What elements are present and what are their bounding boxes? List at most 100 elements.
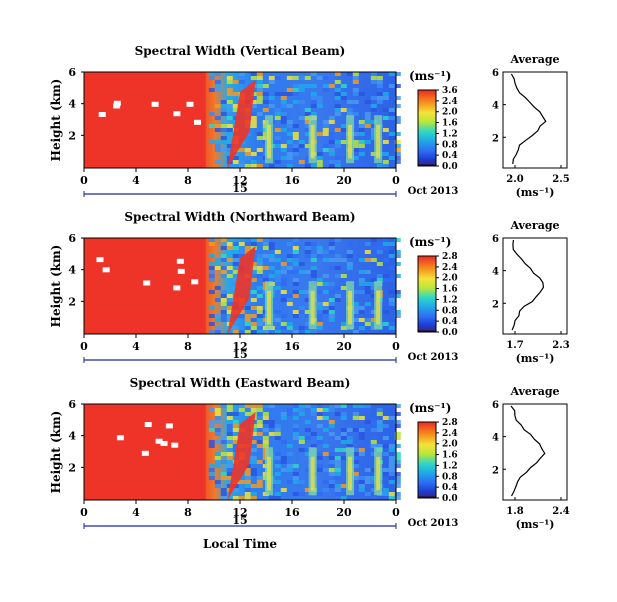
heatmap-cell (256, 476, 263, 480)
heatmap-cell (256, 306, 263, 310)
heatmap-cell (208, 72, 215, 76)
heatmap-cell (274, 112, 281, 116)
heatmap-cell (220, 404, 227, 408)
heatmap-cell (244, 164, 251, 168)
average-profile-line (510, 405, 546, 497)
heatmap-cell (244, 306, 251, 310)
heatmap-cell (208, 424, 215, 428)
heatmap-cell (298, 290, 305, 294)
heatmap-cell (274, 92, 281, 96)
heatmap-cell (226, 258, 233, 262)
heatmap-cell (340, 432, 347, 436)
heatmap-cell (340, 496, 347, 500)
heatmap-cell (208, 242, 215, 246)
heatmap-streak (348, 456, 353, 491)
heatmap-cell (334, 104, 341, 108)
heatmap-cell (208, 428, 215, 432)
heatmap-cell (292, 314, 299, 318)
heatmap-cell (292, 282, 299, 286)
heatmap-cell (364, 290, 371, 294)
heatmap-cell (256, 270, 263, 274)
heatmap-cell (388, 448, 395, 452)
heatmap-cell (358, 488, 365, 492)
heatmap-cell (328, 404, 335, 408)
heatmap-cell (370, 136, 377, 140)
heatmap-cell (280, 416, 287, 420)
heatmap-cell (292, 472, 299, 476)
heatmap-cell (286, 156, 293, 160)
heatmap-gap (144, 422, 152, 428)
heatmap-cell (256, 84, 263, 88)
heatmap-cell (274, 480, 281, 484)
heatmap-cell (226, 452, 233, 456)
heatmap-cell (238, 310, 245, 314)
colorbar-tick-label: 2.8 (442, 252, 458, 262)
heatmap-cell (352, 100, 359, 104)
x-tick-label: 16 (284, 340, 300, 353)
x-tick-label: 4 (132, 506, 140, 519)
heatmap-cell (376, 278, 383, 282)
heatmap-cell (250, 242, 257, 246)
x-tick-label: 20 (336, 506, 352, 519)
average-profile-line (510, 73, 547, 165)
heatmap-cell (220, 290, 227, 294)
heatmap-cell (394, 472, 401, 476)
x-tick-label: 0 (392, 506, 400, 519)
heatmap-cell (292, 432, 299, 436)
heatmap-cell (328, 408, 335, 412)
heatmap-cell (232, 242, 239, 246)
heatmap-cell (394, 310, 401, 314)
heatmap-gap (141, 450, 149, 456)
heatmap-cell (274, 160, 281, 164)
heatmap-cell (256, 420, 263, 424)
heatmap-cell (238, 480, 245, 484)
heatmap-cell (328, 452, 335, 456)
heatmap-cell (334, 436, 341, 440)
heatmap-cell (334, 294, 341, 298)
heatmap-cell (226, 80, 233, 84)
heatmap-cell (370, 326, 377, 330)
heatmap-cell (328, 468, 335, 472)
heatmap-cell (298, 160, 305, 164)
heatmap-cell (388, 136, 395, 140)
heatmap-cell (334, 298, 341, 302)
heatmap-cell (340, 96, 347, 100)
heatmap-cell (226, 88, 233, 92)
heatmap-cell (220, 318, 227, 322)
heatmap-cell (250, 314, 257, 318)
heatmap-cell (304, 108, 311, 112)
heatmap-cell (238, 314, 245, 318)
heatmap-cell (388, 322, 395, 326)
heatmap-cell (214, 80, 221, 84)
heatmap-cell (286, 164, 293, 168)
heatmap-cell (370, 440, 377, 444)
heatmap-cell (208, 274, 215, 278)
heatmap-cell (274, 258, 281, 262)
heatmap-cell (274, 436, 281, 440)
heatmap-cell (394, 294, 401, 298)
x-tick-label: 0 (392, 174, 400, 187)
heatmap-gap (151, 101, 159, 107)
heatmap-cell (388, 266, 395, 270)
heatmap-cell (370, 254, 377, 258)
heatmap-cell (298, 270, 305, 274)
heatmap-cell (352, 404, 359, 408)
heatmap-cell (370, 152, 377, 156)
heatmap-cell (256, 432, 263, 436)
heatmap-cell (280, 116, 287, 120)
heatmap-streak (376, 124, 381, 159)
heatmap-cell (316, 282, 323, 286)
heatmap-streak (266, 124, 271, 159)
heatmap-cell (322, 428, 329, 432)
heatmap-cell (244, 318, 251, 322)
heatmap-cell (352, 112, 359, 116)
heatmap-cell (238, 148, 245, 152)
heatmap-cell (316, 318, 323, 322)
avg-y-tick-label: 4 (492, 433, 499, 444)
colorbar-tick-label: 2.8 (442, 418, 458, 428)
heatmap-cell (358, 128, 365, 132)
heatmap-cell (262, 238, 269, 242)
heatmap-gap (165, 423, 173, 429)
heatmap-cell (256, 424, 263, 428)
heatmap-cell (274, 128, 281, 132)
